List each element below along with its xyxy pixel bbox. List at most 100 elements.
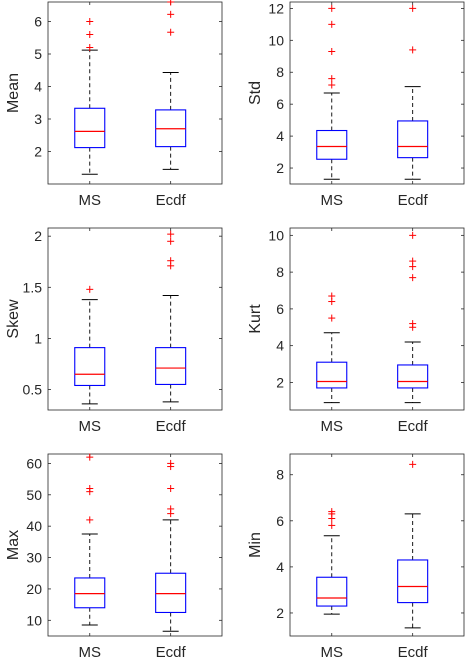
outlier-point [409, 274, 417, 282]
outlier-point [328, 521, 336, 529]
iqr-box [397, 559, 429, 604]
iqr-box [155, 572, 187, 614]
iqr-box [74, 577, 106, 609]
outlier-point [409, 257, 417, 265]
boxplot-panel-std: 2 4 6 8 10 12 Std MS Ecdf [247, 0, 465, 209]
outlier-point [167, 505, 175, 513]
y-tick-label: 50 [26, 487, 42, 503]
y-axis-label: Skew [5, 299, 22, 339]
box-ecdf [155, 459, 187, 632]
box-ecdf [397, 460, 429, 629]
outlier-point [328, 20, 336, 28]
y-tick-label: 6 [276, 301, 284, 317]
iqr-box [316, 576, 348, 607]
boxplot-panel-min: 2 4 6 8 Min MS Ecdf [247, 453, 465, 661]
box-ms [316, 292, 348, 404]
x-tick-label-ecdf: Ecdf [398, 192, 429, 209]
outlier-point [86, 31, 94, 38]
y-tick-label: 4 [276, 338, 284, 354]
outlier-point [167, 257, 175, 265]
y-tick-label: 10 [26, 612, 42, 628]
axes-frame [289, 227, 465, 411]
outlier-point [328, 292, 336, 300]
y-tick-label: 5 [34, 46, 42, 62]
x-tick-label-ms: MS [321, 644, 344, 661]
y-tick-label: 1.5 [23, 279, 43, 295]
boxplot-panel-mean: 2 3 4 5 6 Mean MS Ecdf [5, 0, 223, 209]
y-tick-label: 3 [34, 111, 42, 127]
boxplot-panel-max: 10 20 30 40 50 60 Max MS Ecdf [5, 453, 223, 661]
y-axis-label: Min [247, 532, 264, 558]
y-tick-label: 0.5 [23, 382, 43, 398]
y-tick-label: 10 [268, 227, 284, 243]
y-tick-label: 20 [26, 581, 42, 597]
x-tick-label-ms: MS [321, 192, 344, 209]
box-ecdf [397, 231, 429, 404]
iqr-box [155, 347, 187, 385]
outlier-point [86, 44, 94, 51]
outlier-point [86, 18, 94, 25]
y-tick-label: 12 [268, 0, 284, 16]
y-tick-label: 6 [276, 96, 284, 112]
x-tick-label-ecdf: Ecdf [156, 418, 187, 435]
iqr-box [74, 347, 106, 387]
x-tick-label-ecdf: Ecdf [156, 644, 187, 661]
iqr-box [316, 129, 348, 160]
outlier-point [328, 4, 336, 12]
box-ecdf [397, 4, 429, 180]
box-ms [74, 453, 106, 626]
outlier-point [409, 320, 417, 328]
y-tick-label: 60 [26, 455, 42, 471]
outlier-point [167, 10, 175, 18]
y-tick-label: 10 [268, 32, 284, 48]
outlier-point [167, 237, 175, 245]
axes-frame [289, 453, 465, 637]
y-tick-label: 6 [34, 14, 42, 30]
y-tick-label: 2 [34, 228, 42, 244]
iqr-box [74, 107, 106, 149]
y-tick-label: 4 [34, 79, 42, 95]
axes-frame [289, 1, 465, 185]
outlier-point [328, 81, 336, 89]
iqr-box [316, 361, 348, 389]
outlier-point [328, 47, 336, 55]
outlier-point [328, 314, 336, 322]
y-tick-label: 6 [276, 513, 284, 529]
outlier-point [167, 230, 175, 238]
y-tick-label: 2 [276, 605, 284, 621]
x-tick-label-ecdf: Ecdf [398, 644, 429, 661]
outlier-point [328, 75, 336, 83]
box-ms [316, 4, 348, 180]
y-tick-label: 4 [276, 559, 284, 575]
x-tick-label-ms: MS [79, 644, 102, 661]
outlier-point [86, 285, 94, 293]
axes-frame [47, 1, 223, 185]
y-tick-label: 40 [26, 518, 42, 534]
boxplot-panel-kurt: 2 4 6 8 10 Kurt MS Ecdf [247, 227, 465, 435]
box-ecdf [155, 230, 187, 403]
box-ecdf [155, 0, 187, 170]
outlier-point [167, 459, 175, 467]
y-tick-label: 1 [34, 330, 42, 346]
x-tick-label-ecdf: Ecdf [156, 192, 187, 209]
outlier-point [409, 46, 417, 54]
outlier-point [86, 485, 94, 493]
y-tick-label: 30 [26, 550, 42, 566]
axes-frame [47, 227, 223, 411]
axes-frame [47, 453, 223, 637]
y-tick-label: 4 [276, 128, 284, 144]
x-tick-label-ecdf: Ecdf [398, 418, 429, 435]
box-ms [316, 508, 348, 615]
x-tick-label-ms: MS [321, 418, 344, 435]
y-axis-label: Max [5, 530, 22, 560]
y-axis-label: Kurt [247, 304, 264, 334]
outlier-point [167, 28, 175, 36]
y-axis-label: Std [247, 81, 264, 105]
iqr-box [397, 364, 429, 389]
box-ms [74, 18, 106, 175]
outlier-point [86, 516, 94, 524]
outlier-point [167, 0, 175, 6]
y-tick-label: 8 [276, 64, 284, 80]
y-tick-label: 2 [276, 160, 284, 176]
outlier-point [409, 231, 417, 239]
